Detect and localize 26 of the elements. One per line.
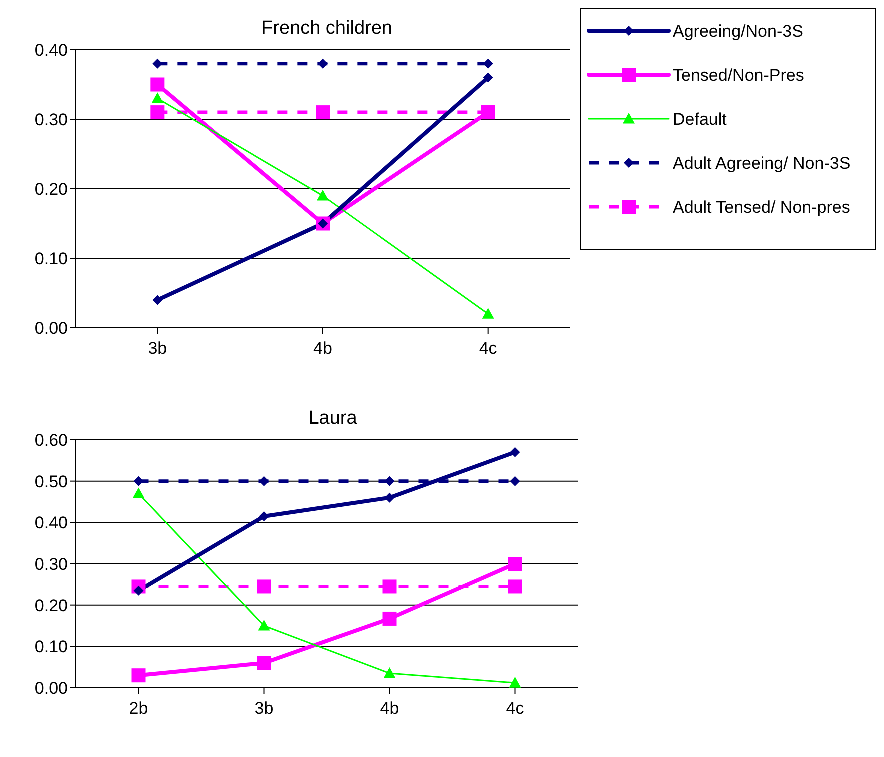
chart-title: French children: [260, 18, 394, 40]
x-tick-label: 3b: [148, 339, 168, 358]
y-tick-label: 0.20: [34, 596, 68, 616]
x-tick-label: 4c: [479, 339, 498, 358]
legend-label: Adult Agreeing/ Non-3S: [673, 153, 852, 175]
x-tick-label: 4c: [506, 699, 525, 718]
y-tick-label: 0.40: [34, 41, 68, 60]
y-tick-label: 0.30: [34, 555, 68, 574]
y-tick-label: 0.10: [34, 638, 68, 657]
legend-label: Adult Tensed/ Non-pres: [673, 197, 852, 219]
y-tick-label: 0.30: [34, 110, 68, 130]
y-tick-label: 0.20: [34, 180, 68, 200]
x-tick-label: 3b: [254, 699, 274, 718]
y-tick-label: 0.00: [34, 679, 68, 698]
x-tick-label: 4b: [380, 699, 400, 718]
chart-title: Laura: [308, 408, 358, 430]
x-tick-label: 2b: [129, 699, 148, 718]
legend-label: Agreeing/Non-3S: [673, 21, 804, 43]
x-tick-label: 4b: [314, 339, 332, 358]
y-tick-label: 0.00: [34, 319, 68, 338]
legend-label: Default: [673, 109, 728, 131]
y-tick-label: 0.40: [34, 514, 68, 533]
y-tick-label: 0.50: [34, 472, 68, 492]
legend-label: Tensed/Non-Pres: [673, 65, 806, 87]
y-tick-label: 0.60: [34, 431, 68, 450]
y-tick-label: 0.10: [34, 250, 68, 269]
